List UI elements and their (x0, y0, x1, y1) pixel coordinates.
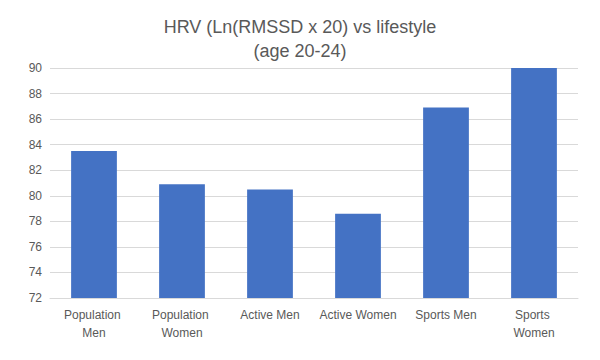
svg-text:84: 84 (29, 138, 43, 152)
svg-text:72: 72 (29, 291, 43, 305)
svg-text:Population: Population (152, 308, 212, 322)
svg-text:90: 90 (29, 61, 43, 75)
svg-text:Population: Population (64, 308, 124, 322)
svg-text:74: 74 (29, 265, 43, 279)
svg-text:Sports Men: Sports Men (415, 308, 476, 322)
svg-text:88: 88 (29, 87, 43, 101)
svg-text:Active Women: Active Women (319, 308, 396, 322)
svg-text:76: 76 (29, 240, 43, 254)
svg-text:82: 82 (29, 163, 43, 177)
svg-text:Men: Men (82, 326, 105, 340)
svg-text:Women: Women (513, 326, 554, 340)
svg-text:(age 20-24): (age 20-24) (253, 41, 346, 61)
svg-text:Active Men: Active Men (240, 308, 299, 322)
svg-text:78: 78 (29, 214, 43, 228)
svg-text:80: 80 (29, 189, 43, 203)
svg-text:HRV (Ln(RMSSD x 20) vs lifesty: HRV (Ln(RMSSD x 20) vs lifestyle (164, 17, 437, 37)
svg-text:86: 86 (29, 112, 43, 126)
svg-text:Women: Women (161, 326, 202, 340)
svg-text:Sports: Sports (515, 308, 553, 322)
